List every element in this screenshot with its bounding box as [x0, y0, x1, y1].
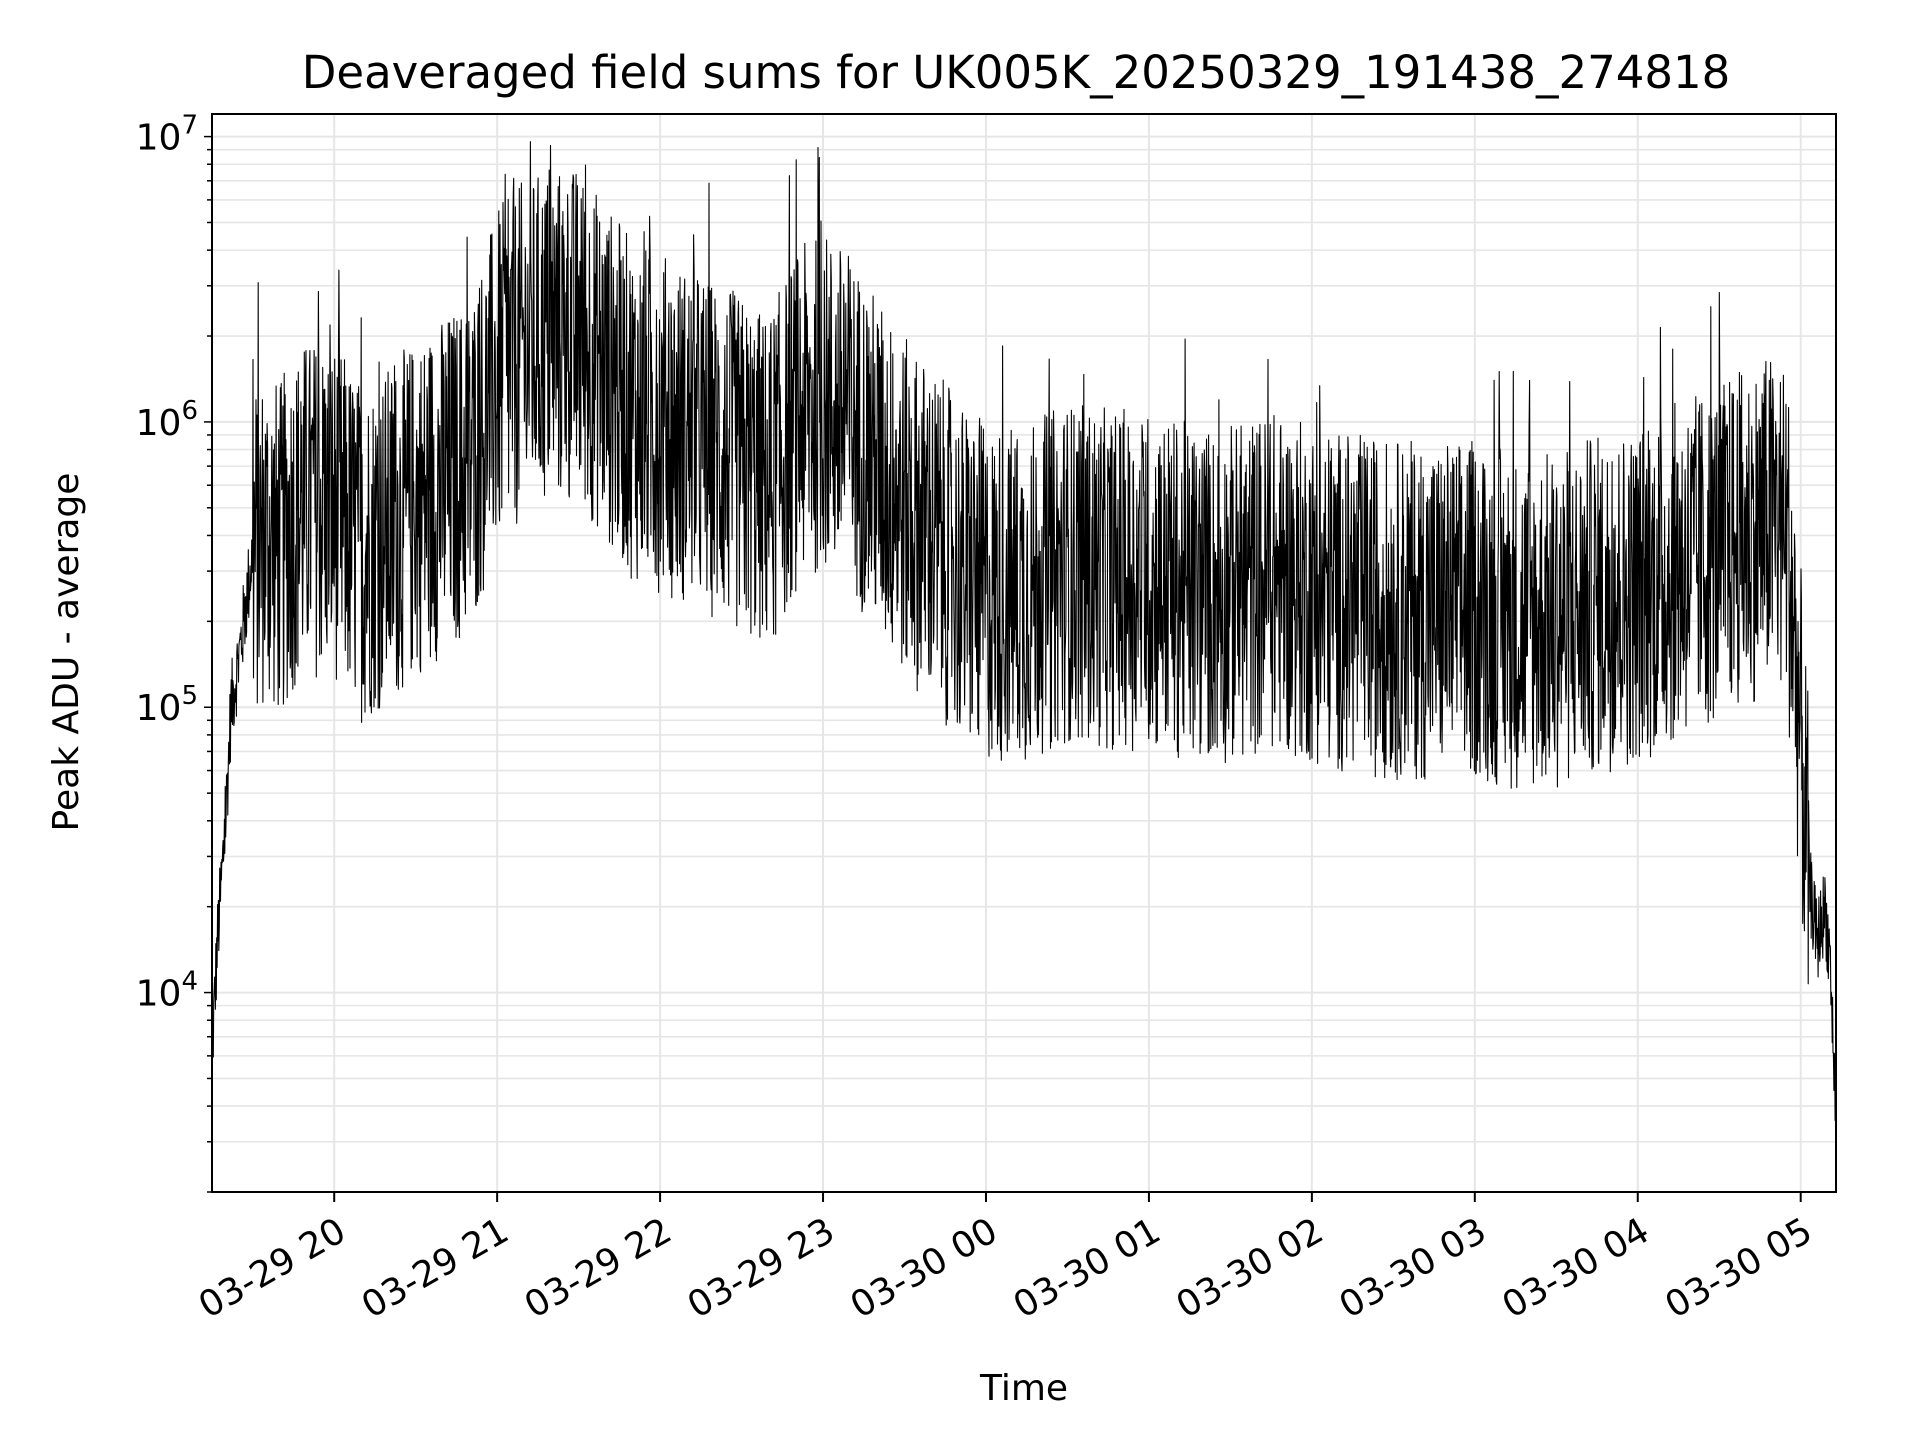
y-tick-label: 106 [136, 396, 198, 444]
y-axis-label: Peak ADU - average [46, 473, 87, 832]
y-tick-label: 107 [136, 111, 198, 159]
series-line [211, 141, 1837, 1121]
x-axis-label: Time [979, 1368, 1068, 1409]
plot-frame [211, 113, 1837, 1193]
chart-title: Deaveraged field sums for UK005K_2025032… [302, 46, 1731, 99]
series-group [211, 141, 1837, 1121]
y-tick-label: 104 [136, 967, 198, 1015]
y-tick-label: 105 [136, 681, 198, 729]
